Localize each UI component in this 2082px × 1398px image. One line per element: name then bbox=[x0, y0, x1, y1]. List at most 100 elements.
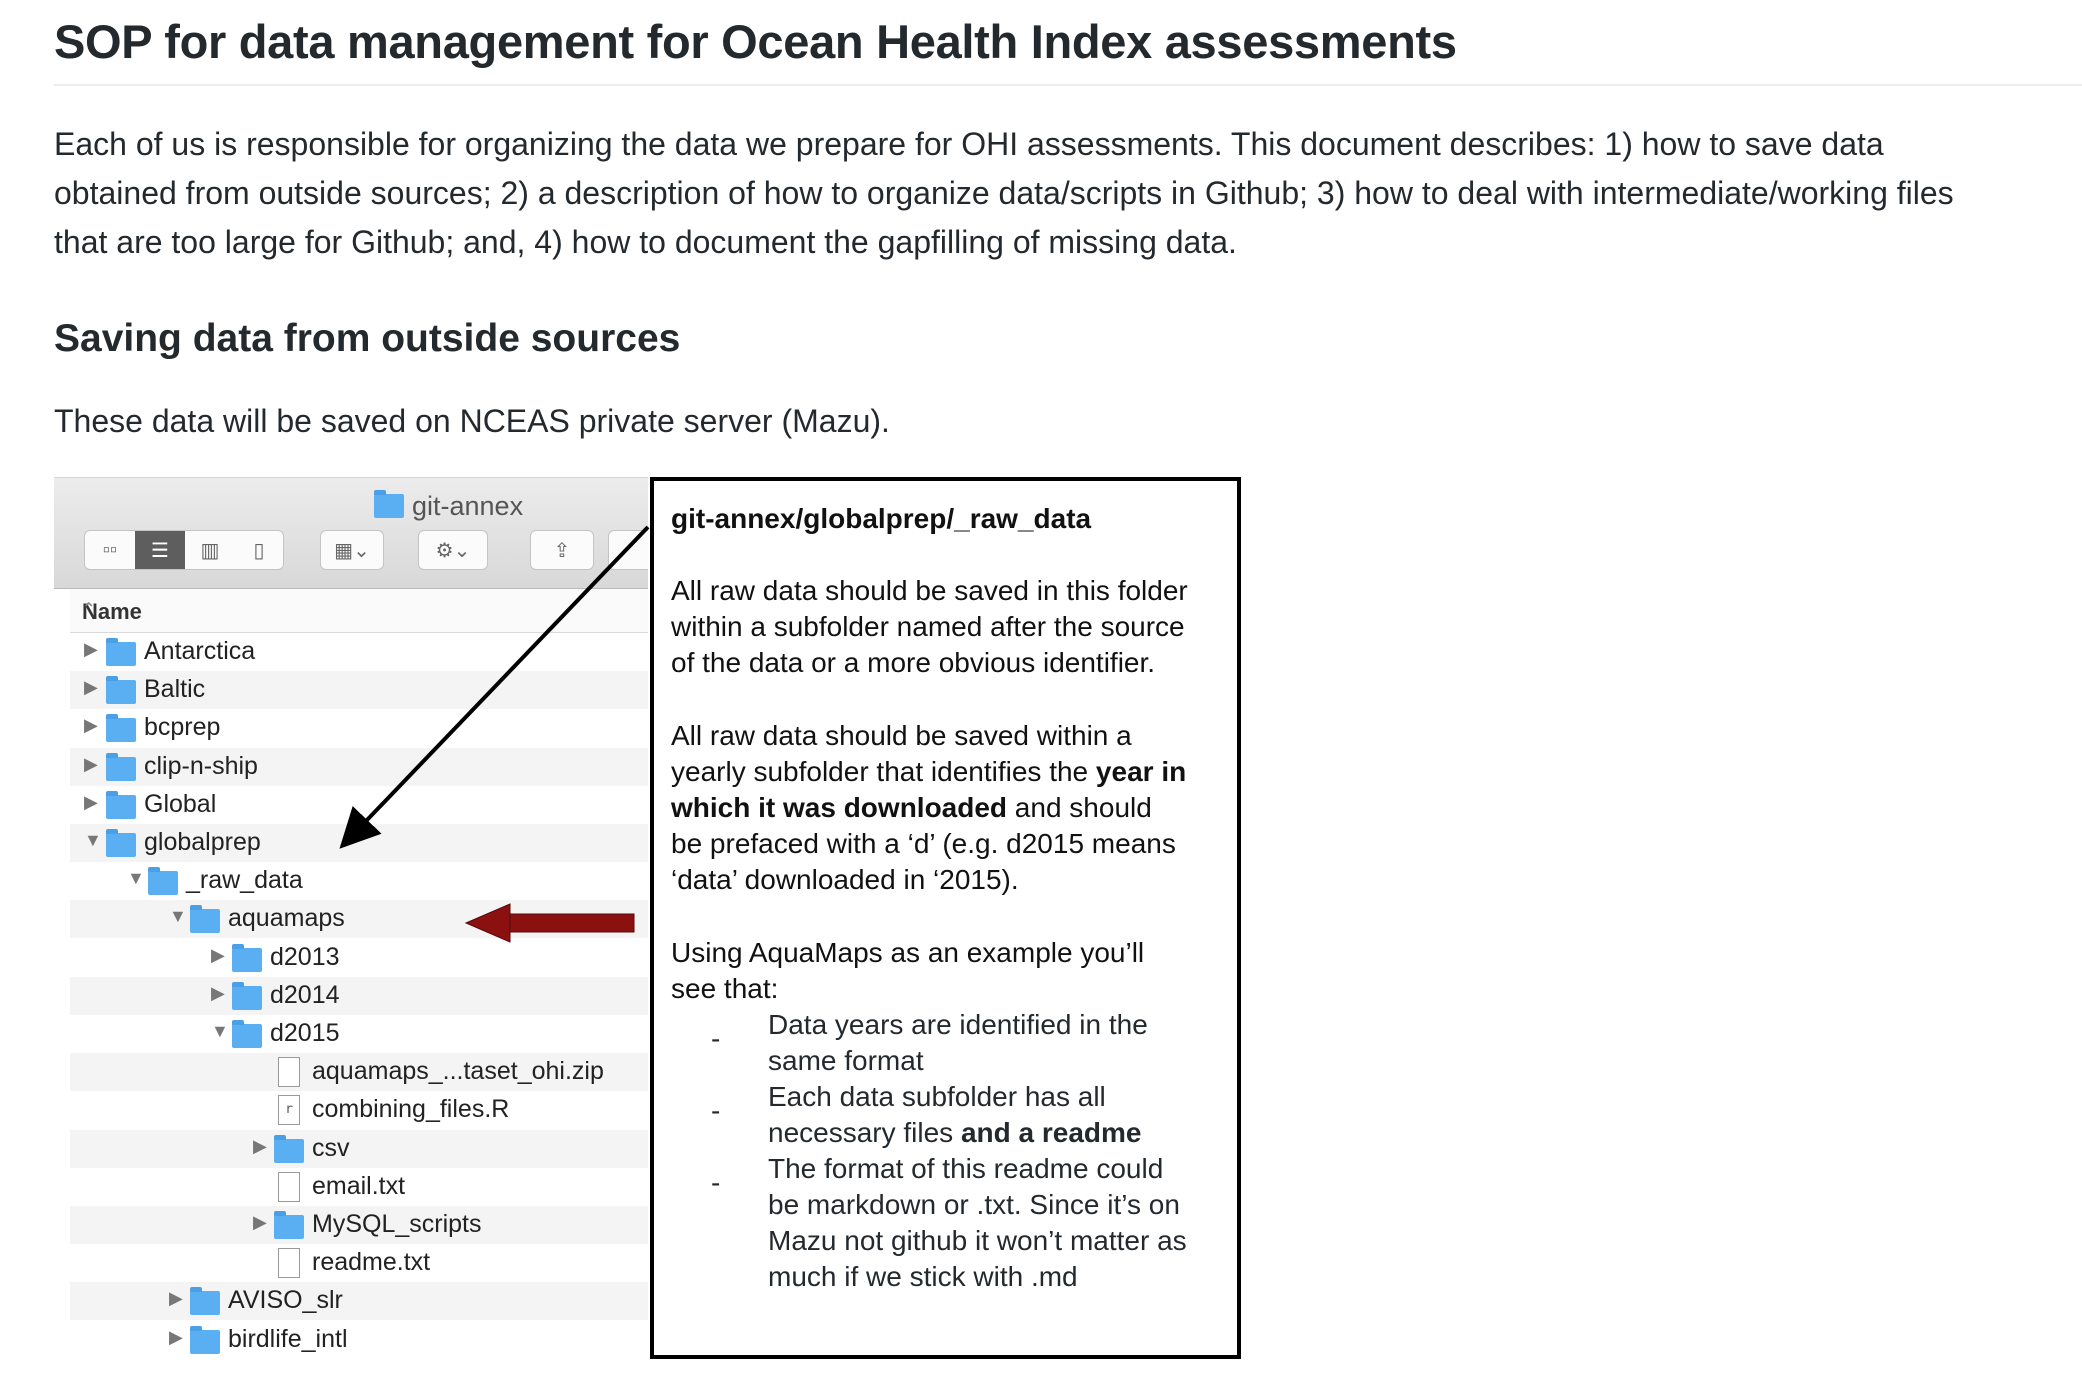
annotation-line: be prefaced with a ‘d’ (e.g. d2015 means bbox=[671, 828, 1176, 859]
section-heading: Saving data from outside sources bbox=[54, 317, 681, 360]
file-row[interactable]: ▼ _raw_data bbox=[70, 862, 648, 900]
disclosure-collapsed-icon[interactable]: ▶ bbox=[84, 753, 98, 774]
disclosure-expanded-icon[interactable]: ▼ bbox=[211, 1021, 229, 1041]
file-icon bbox=[278, 1248, 300, 1279]
annotation-line: of the data or a more obvious identifier… bbox=[671, 647, 1156, 678]
disclosure-collapsed-icon[interactable]: ▶ bbox=[253, 1212, 267, 1232]
annotation-paragraph: All raw data should be saved in this fol… bbox=[671, 573, 1188, 681]
finder-toolbar: git-annex ▫▫ ☰ ▥ ▯ ▦⌄ ⚙⌄ ⇪ bbox=[54, 478, 648, 589]
folder-icon bbox=[106, 714, 136, 743]
disclosure-expanded-icon[interactable]: ▼ bbox=[169, 906, 187, 927]
file-row-label: MySQL_scripts bbox=[312, 1210, 482, 1238]
window-title-bar: git-annex bbox=[374, 486, 523, 526]
disclosure-expanded-icon[interactable]: ▼ bbox=[127, 868, 145, 889]
folder-icon bbox=[106, 638, 136, 666]
intro-paragraph-line: obtained from outside sources; 2) a desc… bbox=[54, 175, 1954, 211]
finder-window-image: git-annex ▫▫ ☰ ▥ ▯ ▦⌄ ⚙⌄ ⇪ Name ⌃ ▶ Antar… bbox=[54, 477, 648, 1368]
folder-icon bbox=[106, 829, 136, 857]
annotation-paragraph: All raw data should be saved within a ye… bbox=[671, 718, 1186, 898]
file-row-label: readme.txt bbox=[312, 1248, 431, 1277]
view-mode-segmented-control: ▫▫ ☰ ▥ ▯ bbox=[84, 530, 284, 570]
annotation-line: within a subfolder named after the sourc… bbox=[671, 611, 1185, 642]
disclosure-collapsed-icon[interactable]: ▶ bbox=[253, 1135, 267, 1156]
disclosure-collapsed-icon[interactable]: ▶ bbox=[84, 715, 98, 736]
disclosure-collapsed-icon[interactable]: ▶ bbox=[211, 944, 225, 965]
disclosure-collapsed-icon[interactable]: ▶ bbox=[169, 1326, 183, 1347]
file-row-label: combining_files.R bbox=[312, 1095, 510, 1124]
file-row[interactable]: ▶ bcprep bbox=[70, 709, 648, 747]
file-row[interactable]: ▶ birdlife_intl bbox=[70, 1321, 648, 1359]
folder-icon bbox=[106, 790, 136, 819]
tags-button bbox=[608, 530, 648, 570]
folder-icon bbox=[190, 1325, 220, 1354]
annotation-line: be markdown or .txt. Since it’s on bbox=[768, 1189, 1180, 1220]
folder-icon bbox=[190, 1287, 220, 1316]
action-button: ⚙⌄ bbox=[418, 530, 488, 570]
file-row[interactable]: ▶ clip-n-ship bbox=[70, 747, 648, 786]
annotation-line: Data years are identified in the bbox=[768, 1009, 1148, 1040]
file-row[interactable]: ▶ Antarctica bbox=[70, 633, 648, 671]
file-row[interactable]: ▶ Global bbox=[70, 786, 648, 824]
disclosure-collapsed-icon[interactable]: ▶ bbox=[169, 1288, 183, 1309]
file-row-label: Baltic bbox=[144, 675, 206, 704]
file-row-label: aquamaps_...taset_ohi.zip bbox=[312, 1057, 604, 1086]
file-row-label: clip-n-ship bbox=[144, 751, 258, 780]
annotation-bullet: Data years are identified in the same fo… bbox=[768, 1007, 1148, 1079]
column-header-label: Name bbox=[82, 599, 142, 624]
file-icon bbox=[278, 1171, 300, 1202]
file-row[interactable]: ▶ MySQL_scripts bbox=[70, 1206, 648, 1244]
file-row[interactable]: readme.txt bbox=[70, 1244, 648, 1282]
annotation-text: and should bbox=[1007, 792, 1152, 823]
annotation-box: git-annex/globalprep/_raw_data All raw d… bbox=[650, 477, 1241, 1359]
file-row[interactable]: ▶ d2014 bbox=[70, 976, 648, 1015]
disclosure-collapsed-icon[interactable]: ▶ bbox=[84, 791, 98, 812]
annotation-bullet: The format of this readme could be markd… bbox=[768, 1151, 1187, 1295]
file-row-label: birdlife_intl bbox=[228, 1324, 348, 1353]
file-row[interactable]: r combining_files.R bbox=[70, 1091, 648, 1129]
chevron-up-icon: ⌃ bbox=[82, 601, 96, 618]
file-row[interactable]: ▶ d2013 bbox=[70, 939, 648, 977]
file-row-label: globalprep bbox=[144, 828, 261, 856]
folder-icon bbox=[374, 490, 404, 518]
file-row[interactable]: email.txt bbox=[70, 1168, 648, 1206]
file-row[interactable]: ▼ globalprep bbox=[70, 824, 648, 862]
file-icon bbox=[278, 1057, 300, 1088]
file-row[interactable]: aquamaps_...taset_ohi.zip bbox=[70, 1053, 648, 1092]
folder-icon bbox=[274, 1134, 304, 1163]
column-view-icon: ▥ bbox=[200, 539, 220, 562]
disclosure-collapsed-icon[interactable]: ▶ bbox=[211, 982, 225, 1003]
annotation-line: ‘data’ downloaded in ‘2015). bbox=[671, 864, 1019, 895]
disclosure-collapsed-icon[interactable]: ▶ bbox=[84, 639, 98, 659]
file-row[interactable]: ▶ csv bbox=[70, 1129, 648, 1168]
intro-paragraph-line: that are too large for Github; and, 4) h… bbox=[54, 224, 1237, 260]
annotation-text: necessary files bbox=[768, 1117, 961, 1148]
file-icon: r bbox=[278, 1095, 300, 1126]
bullet-dash: - bbox=[711, 1095, 721, 1126]
annotation-line: see that: bbox=[671, 973, 779, 1004]
annotation-line: All raw data should be saved within a bbox=[671, 720, 1132, 751]
file-row[interactable]: ▶ AVISO_slr bbox=[70, 1282, 648, 1321]
annotation-line: Using AquaMaps as an example you’ll bbox=[671, 937, 1145, 968]
file-row[interactable]: ▶ Baltic bbox=[70, 671, 648, 710]
annotation-bold-text: year in bbox=[1095, 756, 1187, 787]
arrange-button: ▦⌄ bbox=[320, 530, 384, 570]
file-row[interactable]: ▼ aquamaps bbox=[70, 900, 648, 939]
annotation-bold-text: which it was downloaded bbox=[671, 792, 1008, 823]
disclosure-expanded-icon[interactable]: ▼ bbox=[84, 830, 102, 850]
annotation-line: yearly subfolder that identifies the yea… bbox=[671, 754, 1186, 790]
share-icon: ⇪ bbox=[553, 539, 571, 562]
folder-icon bbox=[232, 1020, 262, 1048]
file-row-label: d2013 bbox=[270, 942, 340, 971]
file-row-label: Global bbox=[144, 789, 217, 818]
folder-icon bbox=[106, 752, 136, 781]
title-divider bbox=[54, 84, 2082, 86]
window-title: git-annex bbox=[412, 490, 524, 521]
file-row-label: bcprep bbox=[144, 713, 221, 742]
folder-icon bbox=[274, 1211, 304, 1239]
file-row[interactable]: ▼ d2015 bbox=[70, 1015, 648, 1053]
page-title: SOP for data management for Ocean Health… bbox=[54, 15, 1457, 68]
annotation-line: The format of this readme could bbox=[768, 1153, 1164, 1184]
disclosure-collapsed-icon[interactable]: ▶ bbox=[84, 677, 98, 698]
folder-icon bbox=[232, 981, 262, 1010]
file-row-label: Antarctica bbox=[144, 637, 256, 665]
